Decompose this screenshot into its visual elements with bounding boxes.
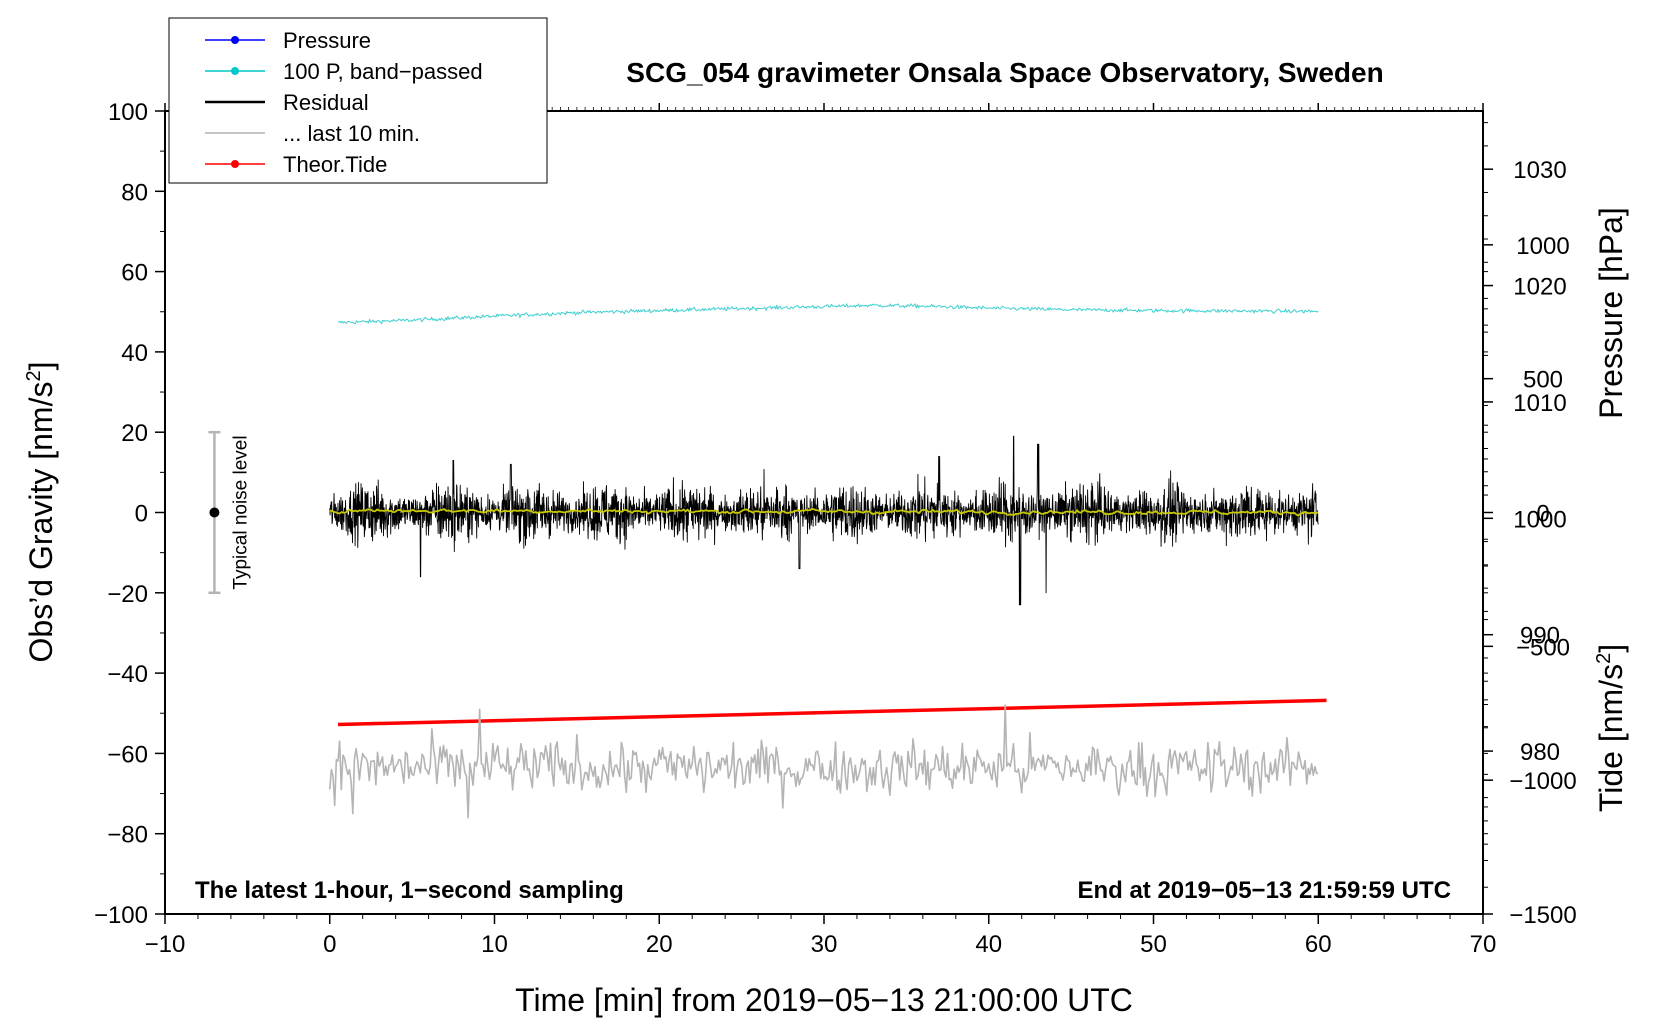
legend-label: Pressure [283, 28, 371, 53]
x-tick-label: 50 [1140, 931, 1167, 958]
x-tick-label: 0 [323, 931, 336, 958]
legend-item-100-p-band-passed: 100 P, band−passed [205, 59, 483, 84]
y-axis-title: Obs’d Gravity [nm/s2] [23, 362, 59, 663]
tide-tick-label: −500 [1516, 634, 1570, 661]
y-tick-label: 20 [121, 420, 148, 447]
pressure-tick-label: 990 [1520, 623, 1560, 650]
x-tick-label: 60 [1305, 931, 1332, 958]
y-tick-label: 80 [121, 179, 148, 206]
legend-label: Residual [283, 90, 369, 115]
x-tick-label: 20 [646, 931, 673, 958]
y-tick-label: 0 [135, 501, 148, 528]
x-axis-title: Time [min] from 2019−05−13 21:00:00 UTC [515, 982, 1133, 1018]
y-axis-pressure: 1030 1020 1010 1000 990 980 [1483, 122, 1567, 845]
y-axis-tide: 1000 500 0 −500 −1000 −1500 [1483, 233, 1577, 929]
pressure-tick-label: 980 [1520, 739, 1560, 766]
tide-tick-label: 1000 [1516, 233, 1569, 260]
legend-swatch-dot [231, 67, 239, 75]
pressure-tick-label: 1030 [1513, 157, 1566, 184]
legend-item-residual: Residual [205, 90, 369, 115]
legend-item-last-10-min: ... last 10 min. [205, 121, 420, 146]
x-tick-label: 30 [811, 931, 838, 958]
series-last-10-min [328, 704, 1319, 819]
series-layer [328, 303, 1327, 819]
pressure-axis-title: Pressure [hPa] [1593, 207, 1629, 419]
x-tick-label: 10 [481, 931, 508, 958]
y-tick-label: −60 [107, 741, 148, 768]
y-tick-label: −100 [94, 902, 148, 929]
tide-tick-label: −1500 [1509, 902, 1576, 929]
x-tick-label: 40 [975, 931, 1002, 958]
tide-axis-title: Tide [nm/s2] [1593, 644, 1629, 812]
y-tick-label: 60 [121, 260, 148, 287]
x-tick-label: −10 [145, 931, 186, 958]
y-axis-title-text: Obs’d Gravity [nm/s [23, 382, 59, 663]
y-tick-label: −80 [107, 822, 148, 849]
legend-label: Theor.Tide [283, 152, 387, 177]
legend-item-theor-tide: Theor.Tide [205, 152, 387, 177]
note-end-time: End at 2019−05−13 21:59:59 UTC [1077, 877, 1451, 904]
y-axis-title-close: ] [23, 362, 59, 371]
chart-title: SCG_054 gravimeter Onsala Space Observat… [626, 57, 1383, 88]
pressure-tick-label: 1020 [1513, 274, 1566, 301]
y-axis-title-sup: 2 [23, 370, 45, 381]
noise-level-marker: Typical noise level [208, 430, 251, 595]
y-tick-label: 40 [121, 340, 148, 367]
legend: Pressure 100 P, band−passed Residual ... la… [168, 17, 548, 184]
noise-center-dot [209, 507, 220, 518]
y-tick-label: 100 [108, 99, 148, 126]
series-100-p-band-passed [337, 303, 1319, 325]
legend-item-pressure: Pressure [205, 28, 371, 53]
y-tick-label: −20 [107, 581, 148, 608]
note-sampling: The latest 1-hour, 1−second sampling [195, 877, 624, 904]
tide-tick-label: 500 [1523, 367, 1563, 394]
tide-tick-label: −1000 [1509, 768, 1576, 795]
x-tick-label: 70 [1470, 931, 1497, 958]
legend-swatch-dot [231, 160, 239, 168]
x-axis: −10 0 10 20 30 40 50 60 70 [145, 103, 1497, 958]
y-tick-label: −40 [107, 661, 148, 688]
legend-box [168, 17, 548, 184]
series-theor-tide [337, 698, 1327, 727]
legend-label: 100 P, band−passed [283, 59, 483, 84]
legend-swatch-dot [231, 36, 239, 44]
tide-axis-title-close: ] [1593, 644, 1629, 653]
legend-label: ... last 10 min. [283, 121, 420, 146]
pressure-tick-label: 1000 [1513, 506, 1566, 533]
series-residual-smoothed [329, 508, 1319, 517]
tide-axis-title-sup: 2 [1593, 653, 1615, 664]
pressure-tick-label: 1010 [1513, 390, 1566, 417]
tide-tick-label: 0 [1536, 501, 1549, 528]
y-axis-left: 100 80 60 40 20 0 −20 −40 −60 −80 −100 [94, 99, 165, 929]
noise-label: Typical noise level [230, 435, 251, 589]
tide-axis-title-text: Tide [nm/s [1593, 664, 1629, 812]
